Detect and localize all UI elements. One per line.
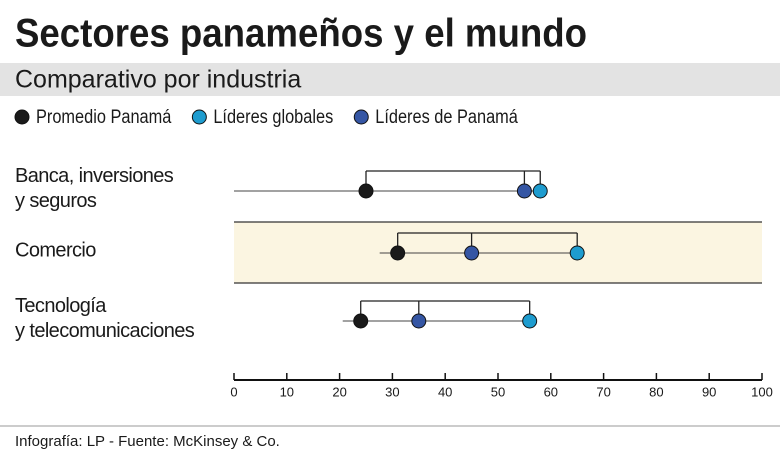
x-tick-label: 60: [544, 384, 558, 399]
subtitle-band: [0, 63, 780, 96]
legend-dot: [191, 109, 207, 125]
x-tick-label: 40: [438, 384, 452, 399]
dot: [411, 313, 427, 329]
x-tick-label: 50: [491, 384, 505, 399]
dot: [358, 183, 374, 199]
legend-dot: [14, 109, 30, 125]
chart-title: Sectores panameños y el mundo: [15, 12, 587, 56]
dot: [522, 313, 538, 329]
chart-subtitle: Comparativo por industria: [15, 66, 301, 94]
x-tick-label: 0: [230, 384, 237, 399]
dot: [532, 183, 548, 199]
legend-label: Líderes globales: [213, 107, 333, 128]
dot: [569, 245, 585, 261]
x-tick-label: 30: [385, 384, 399, 399]
x-tick-label: 80: [649, 384, 663, 399]
category-label: Banca, inversiones y seguros: [15, 165, 174, 212]
dot: [464, 245, 480, 261]
x-tick-label: 20: [332, 384, 346, 399]
dot: [390, 245, 406, 261]
x-tick-label: 90: [702, 384, 716, 399]
footer: Infografía: LP - Fuente: McKinsey & Co.: [15, 433, 280, 450]
category-label: Tecnología y telecomunicaciones: [15, 295, 195, 342]
dot: [353, 313, 369, 329]
x-tick-label: 10: [280, 384, 294, 399]
legend-label: Líderes de Panamá: [375, 107, 518, 128]
x-tick-label: 70: [596, 384, 610, 399]
x-tick-label: 100: [751, 384, 773, 399]
category-label: Comercio: [15, 239, 96, 262]
dot: [516, 183, 532, 199]
legend-dot: [353, 109, 369, 125]
legend-label: Promedio Panamá: [36, 107, 172, 128]
